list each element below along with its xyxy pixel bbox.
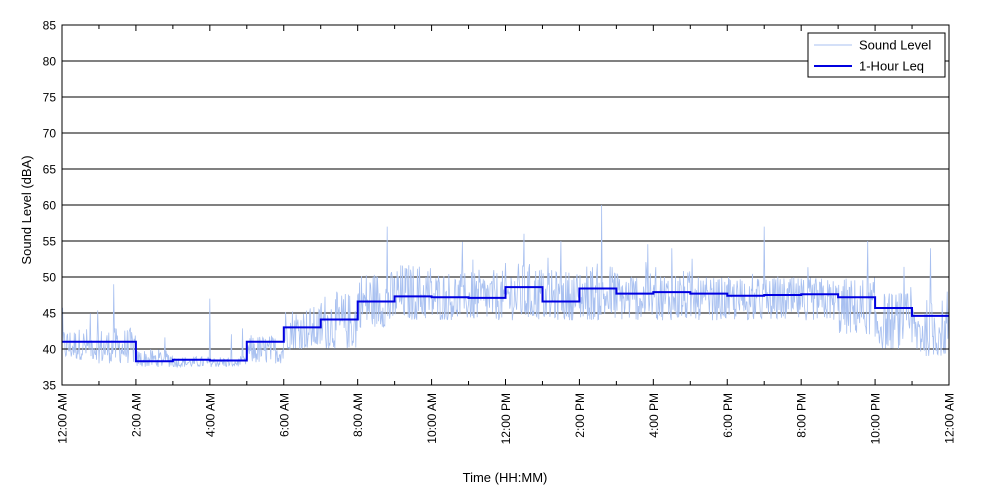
legend: Sound Level 1-Hour Leq xyxy=(807,32,946,78)
x-tick-labels: 12:00 AM 2:00 AM 4:00 AM 6:00 AM 8:00 AM 10:0… xyxy=(56,393,957,444)
series-1-hour-leq xyxy=(62,286,949,363)
y-tick-labels: 35 40 45 50 55 60 65 70 75 80 85 xyxy=(43,19,57,393)
legend-box xyxy=(807,32,946,78)
x-tick-label: 6:00 AM xyxy=(277,393,291,437)
legend-label-sound-level: Sound Level xyxy=(859,38,931,53)
y-tick-label: 55 xyxy=(43,235,57,249)
sound-level-line xyxy=(61,204,950,369)
x-tick-label: 2:00 AM xyxy=(129,393,143,437)
x-tick-label: 6:00 PM xyxy=(721,393,735,438)
y-axis-label: Sound Level (dBA) xyxy=(19,155,34,264)
x-tick-label: 8:00 PM xyxy=(795,393,809,438)
y-tick-label: 35 xyxy=(43,379,57,393)
y-tick-label: 65 xyxy=(43,163,57,177)
y-tick-label: 75 xyxy=(43,91,57,105)
y-tick-label: 80 xyxy=(43,55,57,69)
x-tick-label: 10:00 PM xyxy=(869,393,883,444)
legend-label-1-hour-leq: 1-Hour Leq xyxy=(859,59,924,74)
x-tick-label: 12:00 AM xyxy=(56,393,70,444)
x-axis-label: Time (HH:MM) xyxy=(463,470,548,485)
axes xyxy=(61,24,950,386)
x-tick-label: 12:00 PM xyxy=(499,393,513,444)
y-tick-label: 70 xyxy=(43,127,57,141)
x-tick-label: 4:00 AM xyxy=(203,393,217,437)
x-tick-label: 10:00 AM xyxy=(425,393,439,444)
leq-step-line xyxy=(62,286,949,363)
series-sound-level xyxy=(61,204,950,369)
y-tick-label: 85 xyxy=(43,19,57,33)
y-tick-label: 60 xyxy=(43,199,57,213)
y-tick-label: 50 xyxy=(43,271,57,285)
grid-lines xyxy=(62,60,949,350)
x-tick-label: 8:00 AM xyxy=(351,393,365,437)
y-tick-label: 45 xyxy=(43,307,57,321)
x-tick-label: 12:00 AM xyxy=(943,393,957,444)
x-tick-label: 4:00 PM xyxy=(647,393,661,438)
x-tick-label: 2:00 PM xyxy=(573,393,587,438)
y-tick-label: 40 xyxy=(43,343,57,357)
